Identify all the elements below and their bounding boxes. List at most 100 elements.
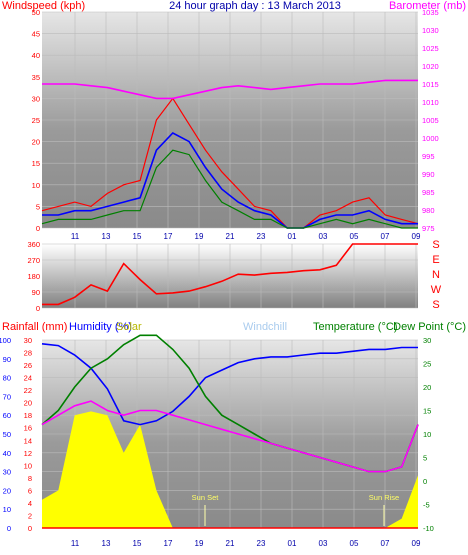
compass-label: S	[432, 239, 439, 251]
wind-y-tick-label: 35	[32, 73, 40, 82]
baro-y-tick-label: 985	[422, 188, 435, 197]
wind-x-tick-label: 15	[133, 232, 142, 241]
barometer-label: Barometer (mb)	[389, 0, 466, 12]
temp-x-tick-label: 13	[102, 539, 111, 548]
wind-x-tick-label: 19	[195, 232, 204, 241]
compass-label: S	[432, 299, 439, 311]
hum-y-tick-label: 70	[3, 392, 11, 401]
wind-x-tick-label: 09	[412, 232, 421, 241]
baro-y-tick-label: 990	[422, 170, 435, 179]
wind-x-tick-label: 11	[71, 232, 80, 241]
wind-y-tick-label: 20	[32, 138, 40, 147]
wind-x-tick-label: 17	[164, 232, 173, 241]
dir-y-tick-label: 0	[36, 304, 40, 313]
wind-green-line	[41, 149, 418, 229]
wind-x-tick-label: 01	[288, 232, 297, 241]
rain-y-tick-label: 18	[24, 411, 32, 420]
rain-y-tick-label: 2	[28, 511, 32, 520]
baro-y-tick-label: 1035	[422, 8, 439, 17]
series-layer	[41, 79, 419, 529]
rain-y-tick-label: 30	[24, 336, 32, 345]
hum-y-tick-label: 50	[3, 430, 11, 439]
temp-x-tick-label: 15	[133, 539, 142, 548]
baro-y-tick-label: 975	[422, 224, 435, 233]
compass-label: E	[432, 254, 439, 266]
solar-area	[42, 411, 418, 528]
compass-label: N	[432, 269, 440, 281]
rain-y-tick-label: 8	[28, 474, 32, 483]
grid	[42, 11, 418, 529]
dir-y-tick-label: 90	[32, 288, 40, 297]
rain-y-tick-label: 4	[28, 499, 32, 508]
wind-speed-line	[41, 97, 419, 229]
compass-label: W	[431, 284, 442, 296]
hum-y-tick-label: 40	[3, 449, 11, 458]
hum-y-tick-label: 60	[3, 411, 11, 420]
wind-y-tick-label: 25	[32, 116, 40, 125]
wind-y-tick-label: 45	[32, 30, 40, 39]
sunrise-label: Sun Rise	[369, 493, 399, 502]
temp-x-tick-label: 11	[71, 539, 80, 548]
temp-y-tick-label: 20	[423, 383, 431, 392]
rain-y-tick-label: 28	[24, 349, 32, 358]
barometer-line	[42, 79, 418, 100]
humidity-line	[41, 343, 418, 426]
wind-y-tick-label: 5	[36, 202, 40, 211]
temp-x-tick-label: 23	[257, 539, 266, 548]
rain-y-tick-label: 6	[28, 486, 32, 495]
hum-y-tick-label: 80	[3, 374, 11, 383]
wind-x-tick-label: 05	[350, 232, 359, 241]
baro-y-tick-label: 980	[422, 206, 435, 215]
temp-x-tick-label: 03	[319, 539, 328, 548]
dir-y-tick-label: 360	[27, 240, 40, 249]
wind-y-tick-label: 0	[36, 224, 40, 233]
hum-y-tick-label: 30	[3, 468, 11, 477]
wind-x-tick-label: 21	[226, 232, 235, 241]
temp-x-tick-label: 17	[164, 539, 173, 548]
tick-layer: 11 13 15 17 19 21 23 01 03 05 07 090510152025303540…	[0, 8, 442, 548]
temp-y-tick-label: 10	[423, 430, 431, 439]
baro-y-tick-label: 1015	[422, 80, 439, 89]
hum-y-tick-label: 100	[0, 336, 11, 345]
dir-y-tick-label: 180	[27, 272, 40, 281]
temp-y-tick-label: -10	[423, 524, 434, 533]
baro-y-tick-label: 1025	[422, 44, 439, 53]
wind-x-tick-label: 13	[102, 232, 111, 241]
temp-y-tick-label: -5	[423, 501, 430, 510]
sunset-label: Sun Set	[192, 493, 220, 502]
wind-x-tick-label: 07	[381, 232, 390, 241]
wind-average-line	[42, 132, 418, 229]
humidity-label: Humidity (%)	[69, 321, 132, 333]
temp-y-tick-label: 0	[423, 477, 427, 486]
chart-title: 24 hour graph day : 13 March 2013	[169, 0, 341, 12]
dewpoint-label: Dew Point (°C)	[393, 321, 466, 333]
temp-x-tick-label: 09	[412, 539, 421, 548]
rainfall-label: Rainfall (mm)	[2, 321, 67, 333]
temp-y-tick-label: 25	[423, 360, 431, 369]
temp-x-tick-label: 01	[288, 539, 297, 548]
windspeed-label: Windspeed (kph)	[2, 0, 85, 12]
baro-y-tick-label: 995	[422, 152, 435, 161]
rain-y-tick-label: 12	[24, 449, 32, 458]
wind-y-tick-label: 10	[32, 181, 40, 190]
wind-direction-line	[42, 243, 418, 306]
rain-y-tick-label: 14	[24, 436, 32, 445]
baro-y-tick-label: 1005	[422, 116, 439, 125]
dewpoint-line	[41, 400, 419, 473]
rain-y-tick-label: 20	[24, 399, 32, 408]
windchill-label: Windchill	[243, 321, 287, 333]
temp-y-tick-label: 15	[423, 407, 431, 416]
temp-x-tick-label: 07	[381, 539, 390, 548]
wind-y-tick-label: 30	[32, 94, 40, 103]
temp-y-tick-label: 30	[423, 336, 431, 345]
wind-x-tick-label: 23	[257, 232, 266, 241]
wind-y-tick-label: 40	[32, 51, 40, 60]
wind-y-tick-label: 15	[32, 159, 40, 168]
temp-x-tick-label: 19	[195, 539, 204, 548]
temp-x-tick-label: 05	[350, 539, 359, 548]
rain-y-tick-label: 26	[24, 361, 32, 370]
hum-y-tick-label: 90	[3, 355, 11, 364]
baro-y-tick-label: 1020	[422, 62, 439, 71]
temperature-label: Temperature (°C)	[313, 321, 397, 333]
